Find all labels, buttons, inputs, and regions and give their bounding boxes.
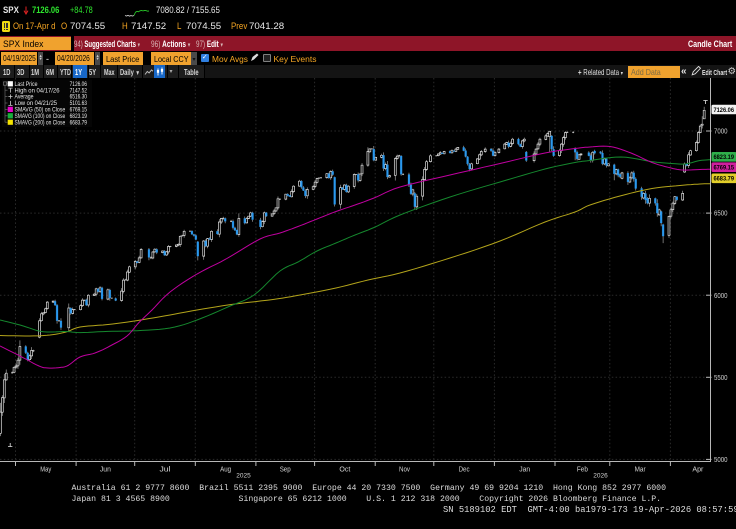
svg-text:6683.79: 6683.79 (70, 119, 88, 126)
svg-text:SMAVG (200) on Close: SMAVG (200) on Close (15, 119, 66, 126)
svg-text:2025: 2025 (236, 473, 251, 480)
svg-text:5000: 5000 (714, 457, 728, 464)
svg-text:5101.63: 5101.63 (70, 100, 88, 107)
svg-text:Dec: Dec (459, 467, 470, 474)
svg-text:Apr: Apr (692, 467, 704, 474)
svg-text:Jul: Jul (160, 467, 172, 474)
svg-text:6516.30: 6516.30 (70, 94, 88, 101)
svg-text:6683.79: 6683.79 (714, 176, 735, 183)
svg-text:SMAVG (50) on Close: SMAVG (50) on Close (15, 107, 66, 114)
svg-text:6500: 6500 (714, 211, 728, 218)
svg-text:6000: 6000 (714, 293, 728, 300)
svg-text:Jun: Jun (100, 467, 111, 474)
svg-text:7126.06: 7126.06 (714, 107, 735, 114)
svg-text:Feb: Feb (577, 467, 588, 474)
svg-text:Mar: Mar (635, 467, 647, 474)
svg-text:6769.15: 6769.15 (714, 165, 735, 172)
svg-text:Low on 04/21/25: Low on 04/21/25 (15, 100, 58, 107)
svg-text:Jan: Jan (519, 467, 530, 474)
svg-text:7000: 7000 (714, 129, 728, 136)
svg-text:7126.06: 7126.06 (70, 81, 88, 88)
svg-text:7147.52: 7147.52 (70, 87, 88, 94)
svg-text:High on 04/17/26: High on 04/17/26 (15, 87, 61, 94)
svg-text:Average: Average (15, 94, 34, 101)
svg-text:Sep: Sep (280, 467, 291, 474)
svg-text:6769.15: 6769.15 (70, 107, 88, 114)
svg-text:Oct: Oct (339, 467, 350, 474)
svg-text:Aug: Aug (220, 467, 231, 474)
svg-text:6823.19: 6823.19 (70, 113, 88, 120)
svg-text:Nov: Nov (399, 467, 410, 474)
svg-text:6823.19: 6823.19 (714, 154, 735, 161)
svg-text:SMAVG (100) on Close: SMAVG (100) on Close (15, 113, 66, 120)
svg-text:5500: 5500 (714, 375, 728, 382)
svg-text:2026: 2026 (593, 473, 608, 480)
svg-text:Last Price: Last Price (15, 81, 38, 88)
svg-text:May: May (40, 467, 51, 474)
